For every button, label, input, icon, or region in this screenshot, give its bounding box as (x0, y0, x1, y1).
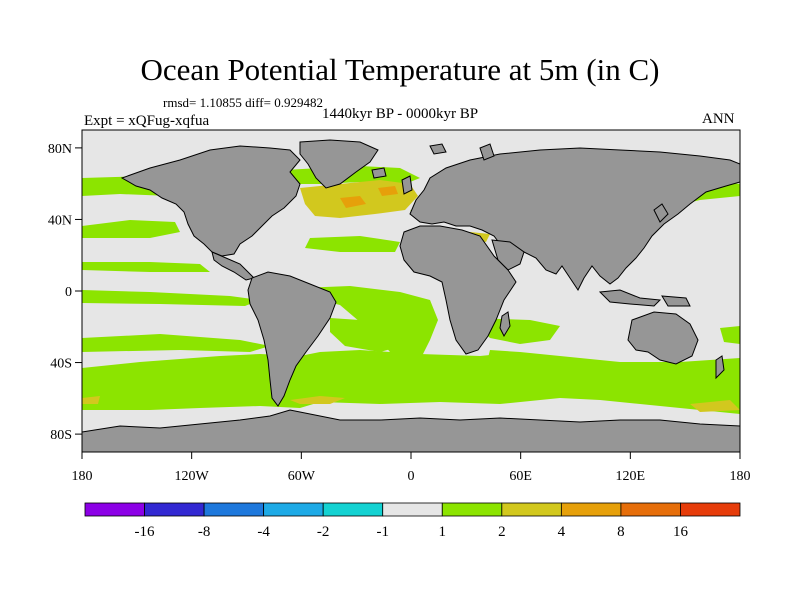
colorbar-box (501, 502, 562, 517)
experiment-label: Expt = xQFug-xqfua (84, 113, 210, 129)
x-tick-label: 60W (288, 469, 316, 484)
new-guinea (661, 295, 691, 307)
colorbar-box (203, 502, 265, 517)
x-tick-label: 120W (175, 469, 210, 484)
indonesia (598, 289, 662, 307)
colorbar-label: -1 (376, 524, 389, 540)
y-tick-label: 40S (50, 357, 72, 372)
x-tick-label: 180 (730, 469, 751, 484)
colorbar-label: -4 (257, 524, 270, 540)
colorbar-box (382, 502, 443, 517)
land-masses (82, 139, 740, 452)
y-tick-label: 80S (50, 428, 72, 443)
australia (627, 311, 699, 365)
novaya-zemlya (479, 143, 495, 161)
y-tick-label: 40N (48, 213, 72, 228)
colorbar-box (680, 502, 741, 517)
map-plot-area (82, 130, 740, 452)
x-tick-label: 0 (408, 469, 415, 484)
colorbar-box (560, 502, 622, 517)
japan (653, 203, 669, 223)
anomaly-4-8-regions (340, 186, 398, 208)
north-america (120, 145, 301, 257)
colorbar-label: 16 (673, 524, 689, 540)
svalbard (429, 143, 447, 155)
chart-title: Ocean Potential Temperature at 5m (in C) (140, 52, 660, 87)
madagascar (499, 311, 511, 338)
greenland (299, 139, 379, 189)
stats-text: rmsd= 1.10855 diff= 0.929482 (163, 95, 323, 110)
x-tick-label: 60E (509, 469, 532, 484)
colorbar-label: -16 (135, 524, 155, 540)
colorbar-box (84, 502, 145, 517)
new-zealand (715, 355, 725, 380)
colorbar-label: -2 (317, 524, 330, 540)
x-tick-label: 180 (72, 469, 93, 484)
y-tick-label: 80N (48, 142, 72, 157)
africa (399, 225, 517, 355)
antarctica (82, 409, 740, 452)
colorbar-label: 4 (558, 524, 566, 540)
y-tick-label: 0 (65, 285, 72, 300)
colorbar-box (144, 502, 205, 517)
colorbar-box (263, 502, 324, 517)
british-isles (401, 175, 413, 195)
iceland (371, 167, 387, 179)
season-label: ANN (702, 111, 735, 127)
x-tick-label: 120E (616, 469, 646, 484)
colorbar-label: -8 (198, 524, 211, 540)
axis-ticks: 180 120W 60W 0 60E 120E 180 80N 40N 0 40S 80S (48, 142, 751, 484)
period-label: 1440kyr BP - 0000kyr BP (322, 106, 479, 122)
colorbar-label: 2 (498, 524, 506, 540)
colorbar-box (322, 502, 384, 517)
south-america (247, 271, 337, 407)
colorbar-box (441, 502, 503, 517)
colorbar: -16 -8 -4 -2 -1 1 2 4 8 16 (84, 502, 741, 540)
central-america (211, 251, 255, 281)
colorbar-label: 1 (439, 524, 447, 540)
colorbar-box (620, 502, 681, 517)
colorbar-label: 8 (617, 524, 625, 540)
